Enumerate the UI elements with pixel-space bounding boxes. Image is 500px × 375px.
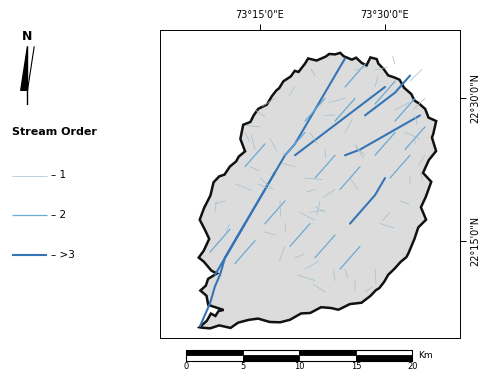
Text: 15: 15 [350,362,361,371]
Bar [356,350,412,355]
Text: – 2: – 2 [51,210,66,220]
Polygon shape [198,53,436,328]
Text: 20: 20 [407,362,418,371]
Text: 5: 5 [240,362,246,371]
Polygon shape [28,46,34,90]
Bar [186,350,412,361]
Polygon shape [20,46,28,90]
Text: Stream Order: Stream Order [12,127,97,137]
Bar [356,355,412,361]
Text: N: N [22,30,32,44]
Bar [300,355,356,361]
Bar [243,355,300,361]
Bar [243,350,300,355]
Text: Km: Km [418,351,432,360]
Bar [300,350,356,355]
Text: 10: 10 [294,362,304,371]
Text: – >3: – >3 [51,250,75,260]
Text: 0: 0 [184,362,189,371]
Bar [186,355,243,361]
Bar [186,350,243,355]
Text: – 1: – 1 [51,171,66,180]
